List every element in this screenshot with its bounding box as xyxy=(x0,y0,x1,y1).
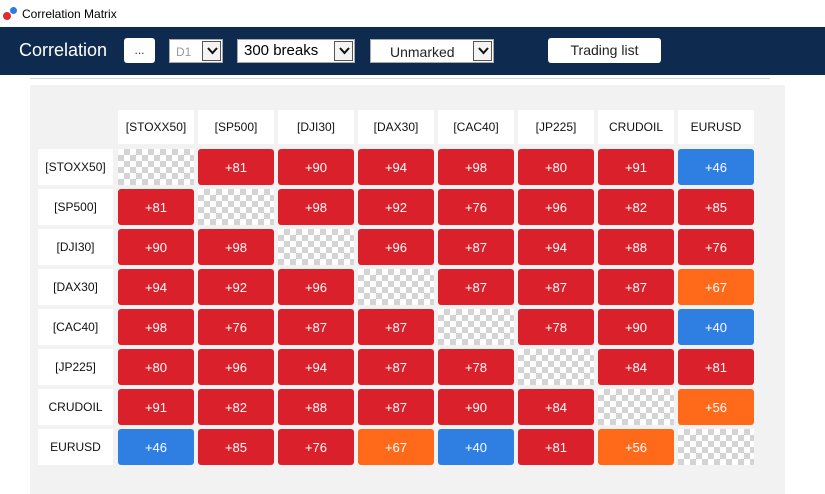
correlation-cell[interactable]: +87 xyxy=(438,229,514,265)
correlation-cell[interactable]: +87 xyxy=(598,269,674,305)
breaks-select[interactable]: 300 breaks xyxy=(237,39,355,63)
correlation-cell[interactable]: +81 xyxy=(678,349,754,385)
correlation-cell[interactable]: +85 xyxy=(198,429,274,465)
column-header: [DJI30] xyxy=(278,110,354,144)
correlation-cell[interactable]: +56 xyxy=(678,389,754,425)
toolbar: Correlation ... D1 300 breaks Unmarked T… xyxy=(0,27,825,75)
row-header: EURUSD xyxy=(38,429,113,465)
diagonal-cell xyxy=(678,429,754,465)
chevron-down-icon[interactable] xyxy=(473,41,492,61)
correlation-cell[interactable]: +96 xyxy=(358,229,434,265)
window-title: Correlation Matrix xyxy=(22,6,117,21)
correlation-cell[interactable]: +98 xyxy=(198,229,274,265)
correlation-cell[interactable]: +46 xyxy=(118,429,194,465)
correlation-cell[interactable]: +90 xyxy=(278,149,354,185)
correlation-cell[interactable]: +40 xyxy=(678,309,754,345)
chevron-down-icon[interactable] xyxy=(334,41,353,61)
correlation-cell[interactable]: +87 xyxy=(358,349,434,385)
column-header: [SP500] xyxy=(198,110,274,144)
more-button[interactable]: ... xyxy=(124,38,155,63)
correlation-cell[interactable]: +82 xyxy=(198,389,274,425)
column-header: [DAX30] xyxy=(358,110,434,144)
correlation-cell[interactable]: +88 xyxy=(598,229,674,265)
correlation-cell[interactable]: +78 xyxy=(518,309,594,345)
correlation-cell[interactable]: +90 xyxy=(118,229,194,265)
app-icon xyxy=(3,6,19,21)
correlation-cell[interactable]: +46 xyxy=(678,149,754,185)
diagonal-cell xyxy=(358,269,434,305)
column-header: [CAC40] xyxy=(438,110,514,144)
correlation-cell[interactable]: +80 xyxy=(518,149,594,185)
correlation-cell[interactable]: +67 xyxy=(678,269,754,305)
correlation-cell[interactable]: +87 xyxy=(278,309,354,345)
correlation-cell[interactable]: +76 xyxy=(438,189,514,225)
correlation-cell[interactable]: +80 xyxy=(118,349,194,385)
correlation-cell[interactable]: +94 xyxy=(358,149,434,185)
correlation-matrix: [STOXX50] [SP500] [DJI30] [DAX30] [CAC40] [JP… xyxy=(30,85,785,494)
correlation-cell[interactable]: +94 xyxy=(118,269,194,305)
correlation-cell[interactable]: +82 xyxy=(598,189,674,225)
row-header: [CAC40] xyxy=(38,309,113,345)
correlation-cell[interactable]: +88 xyxy=(278,389,354,425)
correlation-cell[interactable]: +87 xyxy=(438,269,514,305)
correlation-cell[interactable]: +84 xyxy=(518,389,594,425)
correlation-cell[interactable]: +76 xyxy=(278,429,354,465)
column-header: [JP225] xyxy=(518,110,594,144)
row-header: [STOXX50] xyxy=(38,149,113,185)
correlation-cell[interactable]: +92 xyxy=(198,269,274,305)
timeframe-value: D1 xyxy=(176,45,192,59)
correlation-cell[interactable]: +87 xyxy=(358,389,434,425)
marking-select[interactable]: Unmarked xyxy=(370,39,494,63)
row-header: [JP225] xyxy=(38,349,113,385)
correlation-cell[interactable]: +84 xyxy=(598,349,674,385)
column-header: [STOXX50] xyxy=(118,110,194,144)
correlation-cell[interactable]: +76 xyxy=(678,229,754,265)
correlation-cell[interactable]: +78 xyxy=(438,349,514,385)
diagonal-cell xyxy=(598,389,674,425)
correlation-cell[interactable]: +94 xyxy=(518,229,594,265)
correlation-cell[interactable]: +90 xyxy=(598,309,674,345)
column-header: CRUDOIL xyxy=(598,110,674,144)
column-header: EURUSD xyxy=(678,110,754,144)
correlation-cell[interactable]: +91 xyxy=(118,389,194,425)
row-header: [SP500] xyxy=(38,189,113,225)
correlation-cell[interactable]: +87 xyxy=(518,269,594,305)
correlation-cell[interactable]: +94 xyxy=(278,349,354,385)
marking-value: Unmarked xyxy=(390,44,455,60)
toolbar-title: Correlation xyxy=(19,40,108,60)
row-header: CRUDOIL xyxy=(38,389,113,425)
correlation-cell[interactable]: +96 xyxy=(278,269,354,305)
correlation-cell[interactable]: +96 xyxy=(518,189,594,225)
correlation-cell[interactable]: +98 xyxy=(438,149,514,185)
diagonal-cell xyxy=(438,309,514,345)
diagonal-cell xyxy=(118,149,194,185)
correlation-cell[interactable]: +85 xyxy=(678,189,754,225)
correlation-cell[interactable]: +40 xyxy=(438,429,514,465)
title-bar: Correlation Matrix xyxy=(0,0,825,27)
correlation-cell[interactable]: +91 xyxy=(598,149,674,185)
correlation-cell[interactable]: +98 xyxy=(118,309,194,345)
divider xyxy=(30,78,770,79)
correlation-cell[interactable]: +76 xyxy=(198,309,274,345)
breaks-value: 300 breaks xyxy=(244,42,319,59)
correlation-cell[interactable]: +67 xyxy=(358,429,434,465)
diagonal-cell xyxy=(198,189,274,225)
row-header: [DAX30] xyxy=(38,269,113,305)
correlation-cell[interactable]: +98 xyxy=(278,189,354,225)
correlation-cell[interactable]: +87 xyxy=(358,309,434,345)
correlation-cell[interactable]: +56 xyxy=(598,429,674,465)
correlation-cell[interactable]: +81 xyxy=(118,189,194,225)
diagonal-cell xyxy=(278,229,354,265)
chevron-down-icon[interactable] xyxy=(202,41,221,61)
correlation-cell[interactable]: +81 xyxy=(198,149,274,185)
correlation-cell[interactable]: +92 xyxy=(358,189,434,225)
timeframe-select[interactable]: D1 xyxy=(169,39,223,63)
row-header: [DJI30] xyxy=(38,229,113,265)
correlation-cell[interactable]: +90 xyxy=(438,389,514,425)
correlation-cell[interactable]: +96 xyxy=(198,349,274,385)
diagonal-cell xyxy=(518,349,594,385)
trading-list-button[interactable]: Trading list xyxy=(548,38,661,63)
correlation-cell[interactable]: +81 xyxy=(518,429,594,465)
